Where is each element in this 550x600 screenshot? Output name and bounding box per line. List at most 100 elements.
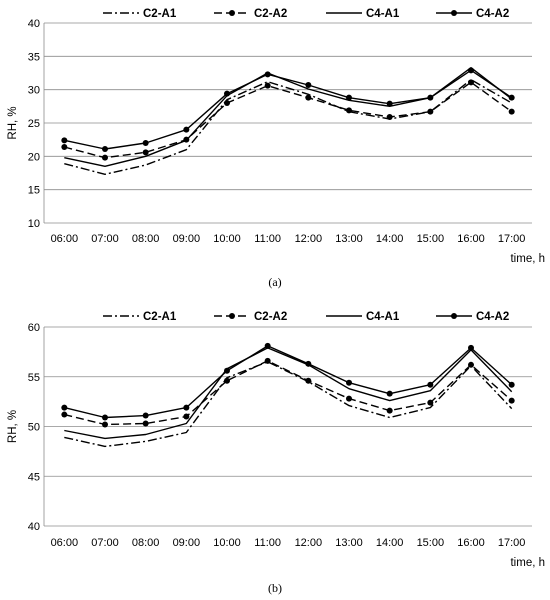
y-tick-label: 15 bbox=[28, 185, 40, 197]
data-point bbox=[224, 100, 230, 106]
y-tick-label: 25 bbox=[28, 118, 40, 130]
x-tick-label: 09:00 bbox=[173, 233, 201, 245]
data-point bbox=[346, 395, 352, 402]
x-tick-label: 07:00 bbox=[91, 233, 119, 245]
x-tick-label: 10:00 bbox=[213, 537, 241, 549]
data-point bbox=[264, 357, 271, 364]
legend-label: C2-A2 bbox=[254, 8, 287, 20]
series-line-c4-a1 bbox=[64, 66, 513, 168]
data-point bbox=[468, 361, 474, 368]
data-point bbox=[224, 377, 230, 384]
data-point bbox=[346, 107, 352, 114]
data-point bbox=[427, 399, 434, 406]
x-tick-label: 11:00 bbox=[254, 233, 281, 245]
data-point bbox=[346, 379, 352, 386]
data-point bbox=[142, 140, 149, 146]
data-point bbox=[386, 100, 393, 107]
y-tick-label: 40 bbox=[28, 521, 40, 533]
data-point bbox=[224, 90, 230, 97]
x-tick-label: 10:00 bbox=[213, 233, 241, 245]
figure-caption: (b) bbox=[268, 581, 282, 595]
y-axis-title: RH, % bbox=[7, 410, 19, 443]
data-point bbox=[305, 94, 312, 101]
data-point bbox=[264, 71, 271, 78]
data-point bbox=[468, 79, 474, 86]
y-tick-label: 35 bbox=[28, 51, 40, 63]
data-point bbox=[386, 407, 393, 414]
x-tick-label: 15:00 bbox=[417, 537, 445, 549]
y-tick-label: 60 bbox=[28, 322, 40, 334]
x-tick-label: 15:00 bbox=[417, 233, 445, 245]
data-point bbox=[346, 94, 352, 101]
data-point bbox=[508, 381, 515, 388]
series-line-c2-a2 bbox=[64, 360, 513, 426]
x-tick-label: 12:00 bbox=[295, 537, 323, 549]
data-point bbox=[427, 108, 434, 115]
data-point bbox=[305, 377, 312, 384]
y-tick-label: 45 bbox=[28, 471, 40, 483]
x-tick-label: 07:00 bbox=[91, 537, 119, 549]
data-point bbox=[468, 67, 474, 74]
series-line-c4-a2 bbox=[64, 69, 513, 150]
data-point bbox=[224, 367, 230, 374]
data-point bbox=[183, 413, 190, 420]
x-tick-label: 14:00 bbox=[376, 537, 404, 549]
x-tick-label: 08:00 bbox=[132, 537, 160, 549]
x-axis-title: time, h bbox=[510, 557, 545, 569]
data-point bbox=[386, 390, 393, 397]
legend-label: C2-A2 bbox=[254, 311, 287, 323]
data-point bbox=[305, 82, 312, 88]
series-line-c4-a1 bbox=[64, 347, 513, 440]
x-tick-label: 13:00 bbox=[335, 233, 363, 245]
x-tick-label: 06:00 bbox=[51, 537, 79, 549]
x-tick-label: 12:00 bbox=[295, 233, 323, 245]
data-point bbox=[427, 381, 434, 388]
x-tick-label: 17:00 bbox=[498, 537, 526, 549]
data-point bbox=[427, 94, 434, 101]
chart-panel-1: 40 45 50 55 60 06:00 07:00 08:00 09:00 10:00 11:00… bbox=[7, 311, 545, 595]
x-tick-label: 17:00 bbox=[498, 233, 526, 245]
legend-marker bbox=[229, 313, 235, 319]
legend-marker bbox=[451, 10, 457, 16]
data-point bbox=[264, 342, 271, 349]
data-point bbox=[61, 411, 68, 418]
legend-label: C4-A2 bbox=[476, 311, 509, 323]
legend-label: C2-A1 bbox=[143, 311, 177, 323]
data-point bbox=[142, 412, 149, 419]
data-point bbox=[183, 126, 190, 133]
y-tick-label: 40 bbox=[28, 18, 40, 30]
x-tick-label: 08:00 bbox=[132, 233, 160, 245]
y-tick-label: 20 bbox=[28, 151, 40, 163]
figure-caption: (a) bbox=[268, 275, 281, 289]
x-tick-label: 06:00 bbox=[51, 233, 79, 245]
x-tick-label: 13:00 bbox=[335, 537, 363, 549]
legend: C2-A1 C2-A2 C4-A1 C4-A2 bbox=[103, 311, 509, 323]
legend-marker bbox=[229, 10, 235, 16]
legend-label: C4-A2 bbox=[476, 8, 509, 20]
chart-panel-0: 10 15 20 25 30 35 40 06:00 07:00 08:00 09:00 10:00 1… bbox=[7, 8, 545, 289]
legend: C2-A1 C2-A2 C4-A1 C4-A2 bbox=[103, 8, 509, 20]
legend-label: C4-A1 bbox=[366, 311, 400, 323]
data-point bbox=[61, 144, 68, 150]
data-point bbox=[386, 114, 393, 120]
legend-label: C4-A1 bbox=[366, 8, 400, 20]
x-tick-label: 09:00 bbox=[173, 537, 201, 549]
y-axis-title: RH, % bbox=[7, 106, 19, 139]
legend-label: C2-A1 bbox=[143, 8, 177, 20]
data-point bbox=[61, 137, 68, 144]
y-tick-label: 30 bbox=[28, 85, 40, 97]
data-point bbox=[508, 108, 515, 115]
series-line-c2-a1 bbox=[64, 361, 513, 448]
x-tick-label: 14:00 bbox=[376, 233, 404, 245]
y-tick-label: 55 bbox=[28, 372, 40, 384]
data-point bbox=[508, 397, 515, 404]
data-point bbox=[183, 404, 190, 411]
y-tick-label: 10 bbox=[28, 218, 40, 230]
x-tick-label: 11:00 bbox=[254, 537, 281, 549]
data-point bbox=[142, 420, 149, 427]
data-point bbox=[468, 344, 474, 351]
y-tick-label: 50 bbox=[28, 422, 40, 434]
x-tick-label: 16:00 bbox=[457, 233, 485, 245]
data-point bbox=[102, 414, 108, 421]
